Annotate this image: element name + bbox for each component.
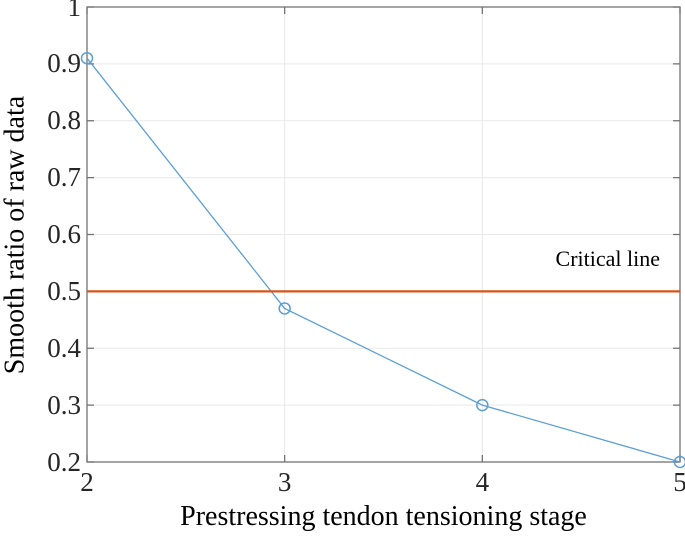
y-tick-label: 0.8 (47, 105, 81, 136)
y-tick-label: 0.4 (47, 332, 81, 363)
x-tick-label: 4 (475, 467, 490, 497)
y-tick-label: 0.6 (47, 219, 81, 249)
smooth-ratio-series-marker (278, 302, 291, 315)
y-tick-label: 0.5 (47, 275, 81, 306)
y-tick-label: 0.9 (47, 48, 81, 79)
y-tick-label: 0.2 (47, 446, 81, 477)
x-axis-title: Prestressing tendon tensioning stage (180, 501, 587, 532)
smooth-ratio-series-marker (476, 398, 489, 412)
smooth-ratio-series-marker (673, 455, 685, 469)
x-tick-label: 5 (673, 467, 685, 497)
x-tick-label: 3 (277, 467, 292, 497)
y-tick-label: 1 (67, 0, 82, 22)
x-tick-label: 2 (80, 467, 94, 497)
critical-line-label: Critical line (555, 246, 660, 271)
y-tick-label: 0.7 (47, 162, 81, 193)
smooth-ratio-series-marker (80, 51, 94, 65)
smooth-ratio-series (86, 57, 681, 463)
y-tick-label: 0.3 (47, 389, 81, 420)
